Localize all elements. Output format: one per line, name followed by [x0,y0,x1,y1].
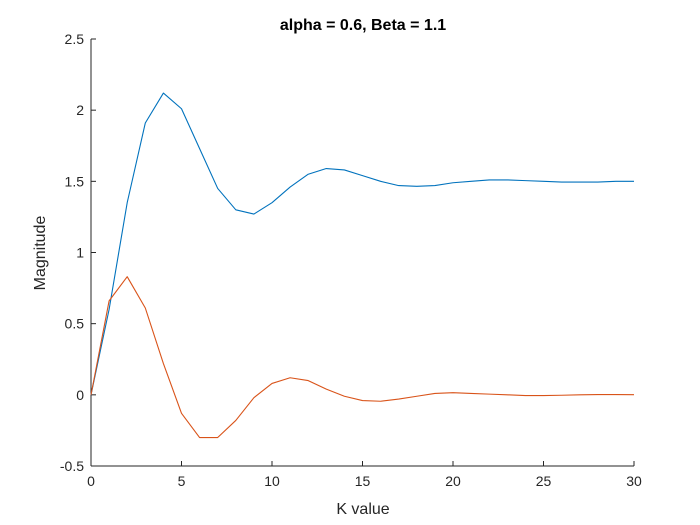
series-line-2 [90,276,635,439]
series-line-1 [90,92,634,395]
y-tick-label: -0.5 [60,458,84,474]
x-tick-label: 0 [87,473,95,489]
y-tick-label: 1 [76,245,84,261]
x-tick-label: 30 [626,473,642,489]
y-tick-label: 2 [76,102,84,118]
y-axis-title: Magnitude [32,216,49,291]
y-tick-label: 2.5 [65,31,85,47]
y-tick-label: 0 [76,387,84,403]
x-tick-label: 10 [264,473,280,489]
x-axis-title: K value [336,501,389,518]
plot-area: 0 5 10 15 20 25 30-0.500.511.522.5 [60,31,642,489]
y-tick-label: 1.5 [65,173,85,189]
x-tick-label: 20 [445,473,461,489]
y-tick-label: 0.5 [65,316,85,332]
x-tick-label: 25 [536,473,552,489]
x-tick-label: 5 [178,473,186,489]
x-tick-label: 15 [355,473,371,489]
chart-title: alpha = 0.6, Beta = 1.1 [280,17,446,34]
